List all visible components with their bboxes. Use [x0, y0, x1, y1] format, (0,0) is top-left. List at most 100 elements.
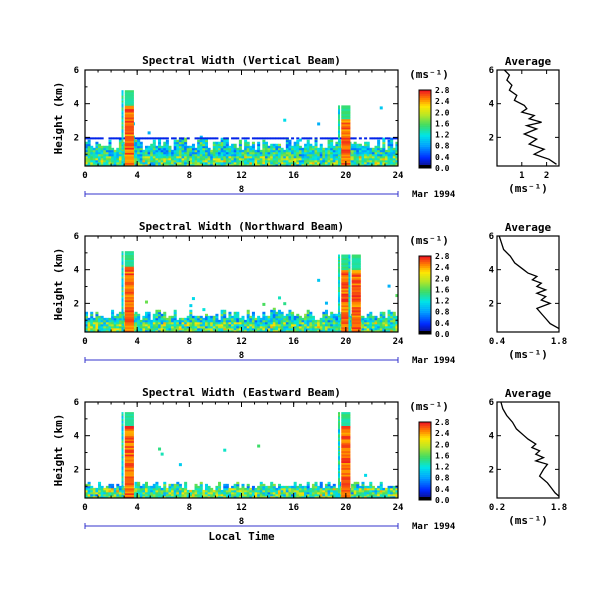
heatmap-cell — [124, 427, 134, 430]
heatmap-cell — [361, 151, 365, 155]
heatmap-cell — [121, 455, 124, 458]
heatmap-cell — [377, 155, 381, 159]
heatmap-cell — [121, 418, 124, 421]
heatmap-cell — [124, 305, 134, 308]
heatmap-cell — [134, 153, 138, 157]
heatmap-cell — [165, 141, 169, 145]
heatmap-cell — [338, 487, 341, 490]
heatmap-cell — [124, 276, 134, 279]
heatmap-cell — [199, 329, 203, 332]
heatmap-cell — [121, 298, 124, 301]
heatmap-cell — [223, 329, 227, 332]
heatmap-cell — [111, 309, 115, 313]
heatmap-cell — [270, 311, 274, 315]
heatmap-cell — [168, 153, 172, 157]
heatmap-cell — [361, 327, 365, 331]
heatmap-cell — [215, 149, 219, 153]
heatmap-cell — [124, 254, 134, 257]
heatmap-cell — [306, 139, 310, 143]
heatmap-cell — [85, 163, 89, 166]
heatmap-cell — [371, 493, 375, 497]
heatmap-cell — [395, 327, 398, 331]
heatmap-cell — [85, 153, 89, 157]
heatmap-cell — [134, 489, 138, 493]
heatmap-cell — [358, 159, 362, 163]
heatmap-cell — [233, 327, 237, 331]
heatmap-cell — [338, 474, 341, 477]
heatmap-cell — [124, 457, 134, 460]
heatmap-cell — [319, 327, 323, 331]
heatmap-cell — [155, 491, 159, 495]
heatmap-cell — [152, 139, 156, 143]
heatmap-cell — [189, 317, 193, 321]
heatmap-cell — [116, 327, 120, 331]
heatmap-cell — [134, 149, 138, 153]
heatmap-cell — [374, 147, 378, 151]
heatmap-cell — [254, 151, 258, 155]
colorbar-segment — [419, 441, 431, 444]
heatmap-cell — [382, 327, 386, 331]
heatmap-cell — [111, 327, 115, 331]
heatmap-cell — [215, 147, 219, 151]
colorbar-segment — [419, 484, 431, 487]
heatmap-cell — [191, 143, 195, 147]
heatmap-cell — [165, 145, 169, 149]
heatmap-cell — [298, 489, 302, 493]
heatmap-cell — [121, 294, 124, 298]
y-tick-label: 6 — [74, 66, 79, 76]
heatmap-cell — [184, 495, 188, 498]
heatmap-cell — [118, 495, 122, 498]
heatmap-cell — [184, 323, 188, 327]
heatmap-cell — [351, 276, 361, 279]
heatmap-cell — [231, 323, 235, 327]
heatmap-cell — [377, 327, 381, 331]
heatmap-cell — [160, 147, 164, 151]
heatmap-cell — [152, 319, 156, 323]
heatmap-cell — [184, 483, 188, 487]
heatmap-cell — [184, 485, 188, 489]
heatmap-cell — [121, 284, 124, 287]
colorbar-segment — [419, 486, 431, 489]
heatmap-cell — [351, 326, 361, 330]
heatmap-cell — [341, 154, 351, 157]
heatmap-cell — [236, 313, 240, 317]
heatmap-cell — [158, 313, 162, 317]
colorbar-segment — [419, 295, 431, 298]
heatmap-cell — [288, 163, 292, 166]
heatmap-cell — [319, 151, 323, 155]
colorbar-tick-label: 0.0 — [435, 164, 450, 173]
heatmap-cell — [338, 142, 341, 145]
heatmap-cell — [204, 491, 208, 495]
avg-y-tick-label: 2 — [489, 465, 494, 475]
heatmap-cell — [160, 325, 164, 329]
date-label: Mar 1994 — [412, 190, 456, 200]
heatmap-cell — [87, 153, 91, 157]
heatmap-cell — [215, 489, 219, 493]
heatmap-cell — [121, 306, 124, 309]
heatmap-cell — [121, 152, 124, 155]
heatmap-cell — [152, 163, 156, 166]
heatmap-cell — [202, 147, 206, 151]
heatmap-cell — [98, 319, 102, 323]
heatmap-cell — [390, 315, 394, 319]
heatmap-cell — [176, 319, 180, 323]
heatmap-cell — [262, 323, 266, 327]
heatmap-cell — [121, 147, 124, 150]
heatmap-cell — [306, 155, 310, 159]
heatmap-cell — [356, 163, 360, 166]
heatmap-cell — [144, 319, 148, 323]
heatmap-cell — [278, 296, 282, 300]
heatmap-cell — [338, 316, 341, 319]
heatmap-cell — [142, 483, 146, 487]
heatmap-cell — [124, 471, 134, 474]
heatmap-cell — [158, 321, 162, 325]
heatmap-cell — [207, 487, 211, 491]
heatmap-cell — [293, 153, 297, 157]
heatmap-cell — [171, 483, 175, 487]
heatmap-cell — [152, 487, 156, 491]
heatmap-cell — [275, 157, 279, 161]
heatmap-cell — [254, 487, 258, 491]
heatmap-cell — [330, 315, 334, 319]
heatmap-cell — [314, 155, 318, 159]
heatmap-cell — [338, 122, 341, 125]
